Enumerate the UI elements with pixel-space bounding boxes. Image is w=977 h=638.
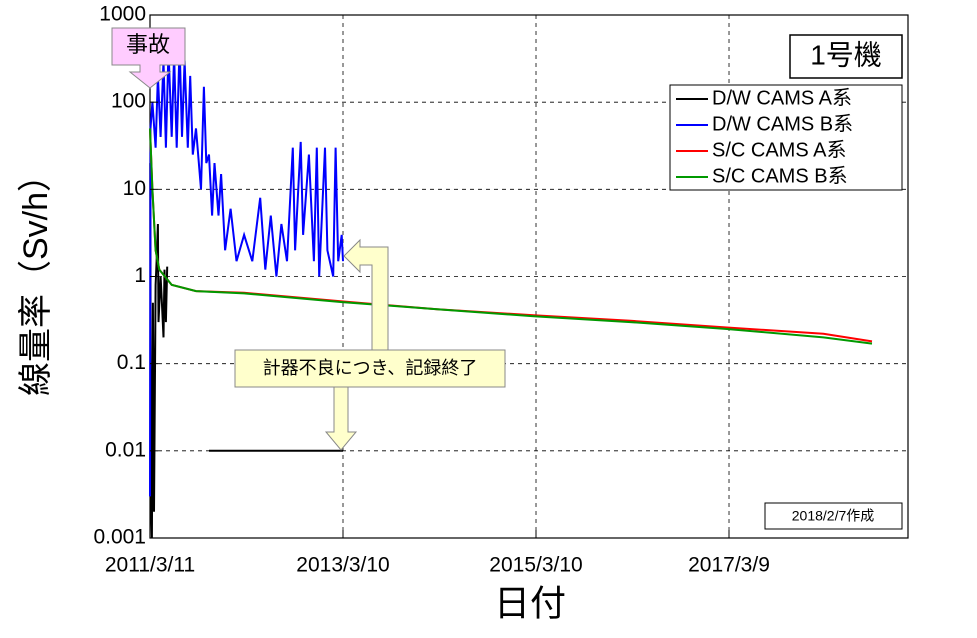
series-line: [149, 45, 344, 497]
y-tick-label: 1000: [99, 3, 146, 26]
legend-label: S/C CAMS A系: [712, 138, 846, 161]
accident-label: 事故: [126, 32, 170, 57]
legend: D/W CAMS A系 D/W CAMS B系 S/C CAMS A系 S/C CAM…: [676, 86, 853, 187]
y-tick-label: 0.001: [93, 526, 146, 549]
x-axis-title: 日付: [494, 583, 566, 624]
arrow-up: [343, 238, 389, 351]
grid: [150, 15, 908, 538]
unit-box: [789, 34, 903, 79]
legend-label: D/W CAMS A系: [712, 86, 852, 109]
y-tick-label: 100: [111, 90, 146, 113]
legend-label: D/W CAMS B系: [712, 112, 853, 135]
y-tick-label: 10: [123, 177, 146, 200]
series-line: [149, 128, 873, 345]
x-tick-label: 2015/3/10: [489, 554, 582, 577]
arrow-down: [324, 386, 358, 451]
end-label: 計器不良につき、記録終了: [263, 358, 478, 378]
note-box: [764, 502, 903, 530]
series-line: [149, 163, 343, 539]
y-axis-title: 線量率（Sv/h）: [17, 158, 55, 396]
x-tick-label: 2017/3/9: [688, 554, 770, 577]
x-tick-label: 2013/3/10: [296, 554, 389, 577]
y-tick-label: 0.01: [105, 438, 146, 461]
unit-label: 1号機: [810, 39, 882, 70]
end-callout: [234, 349, 506, 388]
note: 2018/2/7作成: [792, 508, 875, 524]
accident-callout: [111, 27, 186, 89]
y-tick-label: 0.1: [117, 351, 146, 374]
legend-label: S/C CAMS B系: [712, 164, 848, 187]
legend-box: [669, 84, 903, 191]
lines: [149, 45, 873, 539]
y-tick-label: 1: [134, 264, 146, 287]
x-tick-label: 2011/3/11: [105, 554, 195, 577]
ticks: 0.001 0.01 0.1 1 10 100 1000 2011/3/11 2013/3/10…: [93, 3, 769, 577]
